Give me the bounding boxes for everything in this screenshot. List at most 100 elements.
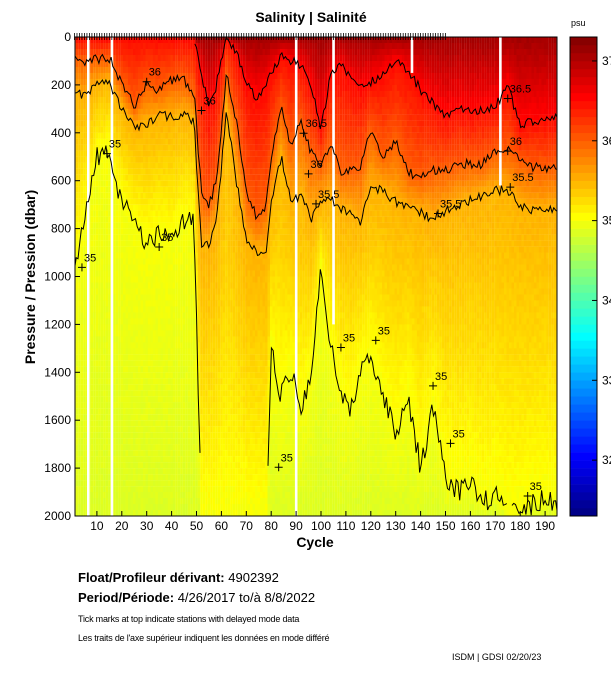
heatmap-cell [147, 72, 151, 79]
heatmap-cell [225, 114, 228, 121]
heatmap-cell [95, 37, 99, 44]
heatmap-cell [120, 120, 124, 127]
heatmap-cell [210, 396, 213, 403]
heatmap-cell [133, 276, 136, 283]
heatmap-cell [155, 354, 158, 361]
heatmap-cell [202, 504, 206, 511]
heatmap-cell [115, 120, 119, 127]
heatmap-cell [225, 402, 228, 409]
heatmap-cell [83, 318, 86, 325]
heatmap-cell [105, 126, 109, 133]
heatmap-cell [210, 498, 213, 505]
heatmap-cell [160, 384, 163, 391]
heatmap-cell [83, 246, 86, 253]
heatmap-cell [103, 108, 106, 115]
heatmap-cell [150, 138, 153, 145]
heatmap-cell [143, 210, 146, 217]
heatmap-cell [120, 462, 124, 469]
heatmap-cell [123, 246, 126, 253]
heatmap-cell [98, 504, 101, 511]
heatmap-cell [160, 426, 163, 433]
heatmap-cell [140, 450, 144, 457]
heatmap-cell [93, 102, 96, 109]
heatmap-cell [105, 216, 109, 223]
heatmap-cell [105, 372, 109, 379]
heatmap-cell [192, 402, 196, 409]
heatmap-cell [128, 186, 131, 193]
heatmap-cell [150, 43, 153, 50]
heatmap-cell [100, 270, 104, 277]
heatmap-cell [128, 174, 131, 181]
heatmap-cell [138, 246, 141, 253]
heatmap-cell [78, 96, 81, 103]
heatmap-cell [160, 90, 163, 97]
heatmap-cell [182, 336, 186, 343]
heatmap-cell [100, 300, 104, 307]
heatmap-cell [130, 61, 134, 68]
heatmap-cell [222, 168, 226, 175]
heatmap-cell [125, 43, 129, 50]
heatmap-cell [100, 276, 104, 283]
heatmap-cell [118, 378, 121, 385]
heatmap-cell [157, 438, 161, 445]
heatmap-cell [197, 216, 201, 223]
heatmap-cell [105, 72, 109, 79]
heatmap-cell [185, 378, 188, 385]
heatmap-cell [217, 366, 221, 373]
heatmap-cell [165, 55, 168, 62]
heatmap-cell [210, 228, 213, 235]
heatmap-cell [108, 246, 111, 253]
heatmap-cell [145, 66, 149, 73]
heatmap-cell [210, 264, 213, 271]
heatmap-cell [200, 252, 203, 259]
heatmap-cell [108, 384, 111, 391]
heatmap-cell [147, 132, 151, 139]
heatmap-cell [130, 90, 134, 97]
heatmap-cell [207, 156, 211, 163]
heatmap-cell [93, 264, 96, 271]
heatmap-cell [155, 348, 158, 355]
heatmap-cell [83, 84, 86, 91]
heatmap-cell [215, 402, 218, 409]
heatmap-cell [215, 336, 218, 343]
heatmap-cell [210, 37, 213, 44]
heatmap-cell [170, 468, 173, 475]
heatmap-cell [225, 66, 228, 73]
heatmap-cell [118, 336, 121, 343]
heatmap-cell [197, 174, 201, 181]
heatmap-cell [220, 150, 223, 157]
heatmap-cell [185, 450, 188, 457]
heatmap-cell [75, 348, 79, 355]
heatmap-cell [100, 55, 104, 62]
heatmap-cell [115, 300, 119, 307]
heatmap-cell [165, 462, 168, 469]
heatmap-cell [160, 414, 163, 421]
heatmap-cell [215, 390, 218, 397]
heatmap-cell [125, 72, 129, 79]
heatmap-cell [222, 258, 226, 265]
heatmap-cell [182, 438, 186, 445]
heatmap-cell [167, 264, 171, 271]
heatmap-cell [145, 420, 149, 427]
heatmap-cell [182, 510, 186, 516]
heatmap-cell [157, 204, 161, 211]
heatmap-cell [207, 348, 211, 355]
heatmap-cell [95, 444, 99, 451]
heatmap-cell [177, 474, 181, 481]
heatmap-cell [187, 222, 191, 229]
heatmap-cell [187, 252, 191, 259]
heatmap-cell [138, 498, 141, 505]
heatmap-cell [133, 37, 136, 44]
heatmap-cell [128, 318, 131, 325]
heatmap-cell [150, 402, 153, 409]
heatmap-cell [162, 216, 166, 223]
heatmap-cell [167, 462, 171, 469]
heatmap-cell [80, 186, 84, 193]
heatmap-cell [108, 282, 111, 289]
heatmap-cell [185, 324, 188, 331]
heatmap-cell [157, 156, 161, 163]
heatmap-cell [175, 468, 178, 475]
heatmap-cell [177, 354, 181, 361]
heatmap-cell [150, 126, 153, 133]
heatmap-cell [123, 96, 126, 103]
